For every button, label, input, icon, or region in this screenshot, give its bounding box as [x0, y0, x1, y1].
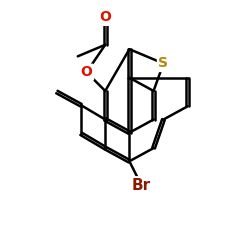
Text: O: O [80, 65, 92, 79]
Text: O: O [99, 10, 111, 24]
Text: S: S [158, 56, 168, 70]
Text: Br: Br [132, 178, 151, 193]
